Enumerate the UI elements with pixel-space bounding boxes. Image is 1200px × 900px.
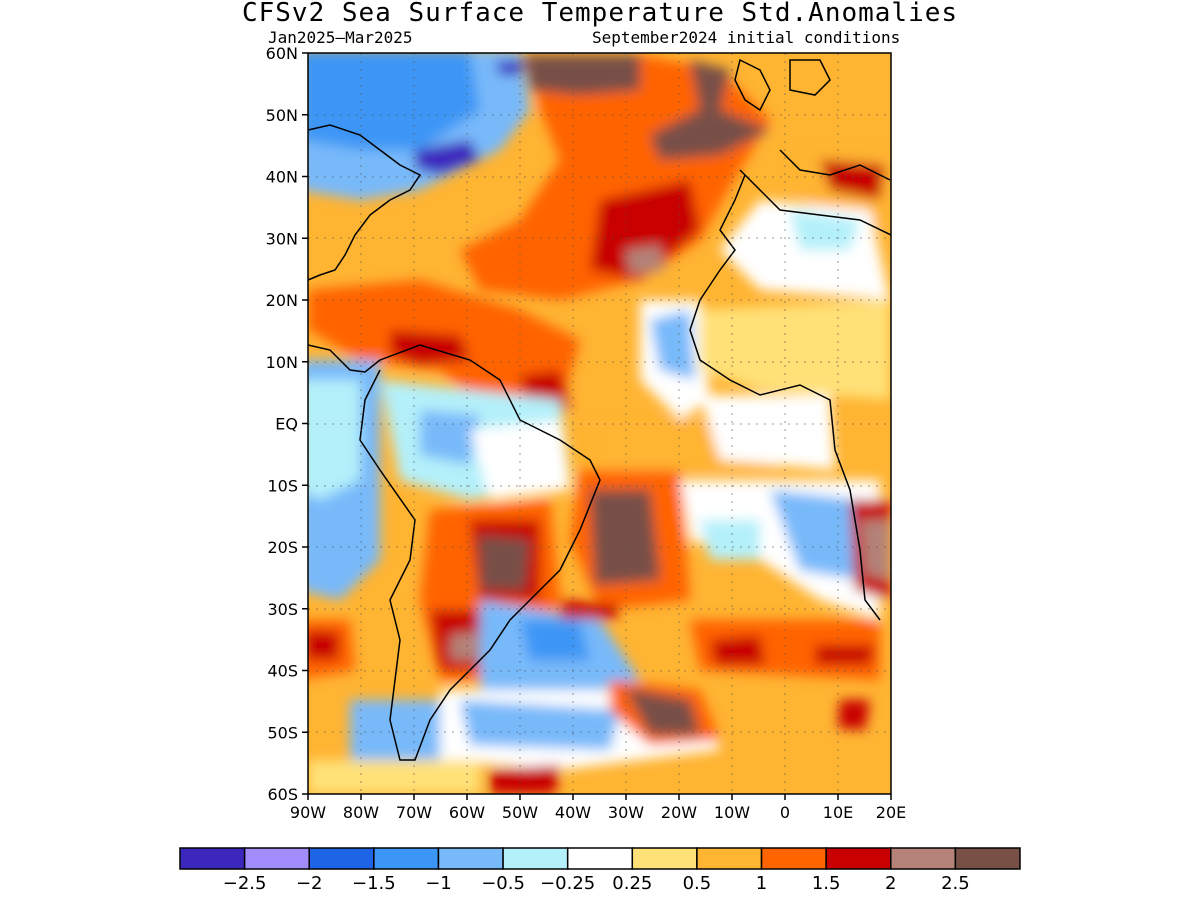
lon-tick-label: 20E xyxy=(876,803,906,822)
lat-tick-label: 10S xyxy=(267,476,298,495)
colorbar-label: −1.5 xyxy=(352,873,396,894)
lat-tick-label: EQ xyxy=(275,415,298,434)
lat-tick-label: 40N xyxy=(266,168,298,187)
lon-tick-label: 40W xyxy=(555,803,591,822)
colorbar-label: 0.25 xyxy=(612,873,652,894)
lon-tick-label: 20W xyxy=(661,803,697,822)
latitude-axis: 60N 50N 40N 30N 20N 10N EQ 10S 20S 30S 40S 50S 60S xyxy=(266,44,308,804)
longitude-axis: 90W 80W 70W 60W 50W 40W 30W 20W 10W 0 10E 20E xyxy=(290,794,906,822)
colorbar-swatch xyxy=(308,847,375,870)
lon-tick-label: 0 xyxy=(780,803,790,822)
colorbar-swatch xyxy=(696,847,763,870)
lat-tick-label: 50S xyxy=(267,723,298,742)
graticule xyxy=(308,53,891,794)
sst-anomaly-field xyxy=(308,53,891,794)
lon-tick-label: 60W xyxy=(449,803,485,822)
colorbar-label: −1 xyxy=(425,873,452,894)
lat-tick-label: 20N xyxy=(266,291,298,310)
lat-tick-label: 40S xyxy=(267,662,298,681)
colorbar-swatch xyxy=(825,847,892,870)
lat-tick-label: 60S xyxy=(267,785,298,804)
colorbar-swatch xyxy=(566,847,634,870)
map-title: CFSv2 Sea Surface Temperature Std.Anomal… xyxy=(241,0,959,28)
lon-tick-label: 80W xyxy=(343,803,379,822)
colorbar-label: 2 xyxy=(885,873,896,894)
colorbar-swatch xyxy=(243,847,310,870)
colorbar-swatch xyxy=(179,847,246,870)
colorbar-swatch xyxy=(502,847,569,870)
lat-tick-label: 30N xyxy=(266,229,298,248)
colorbar-label: −2 xyxy=(296,873,323,894)
colorbar-swatch xyxy=(954,847,1021,870)
colorbar: −2.5 −2 −1.5 −1 −0.5 −0.25 0.25 0.5 1 1.5 2 2.5 xyxy=(179,847,1021,894)
lat-tick-label: 50N xyxy=(266,106,298,125)
colorbar-label: 0.5 xyxy=(683,873,712,894)
colorbar-swatch xyxy=(373,847,440,870)
initial-conditions: September2024 initial conditions xyxy=(592,28,901,47)
colorbar-swatch xyxy=(437,847,504,870)
colorbar-swatch xyxy=(890,847,957,870)
lon-tick-label: 30W xyxy=(608,803,644,822)
colorbar-label: 2.5 xyxy=(941,873,970,894)
lat-tick-label: 20S xyxy=(267,538,298,557)
colorbar-label: −2.5 xyxy=(223,873,267,894)
colorbar-swatch xyxy=(760,847,827,870)
forecast-period: Jan2025–Mar2025 xyxy=(268,28,413,47)
colorbar-label: 1.5 xyxy=(812,873,841,894)
colorbar-label: −0.25 xyxy=(540,873,595,894)
lon-tick-label: 50W xyxy=(502,803,538,822)
colorbar-label: −0.5 xyxy=(481,873,525,894)
lon-tick-label: 10W xyxy=(714,803,750,822)
coastlines xyxy=(308,58,891,761)
colorbar-swatch xyxy=(631,847,698,870)
lon-tick-label: 70W xyxy=(396,803,432,822)
lat-tick-label: 10N xyxy=(266,353,298,372)
colorbar-label: 1 xyxy=(756,873,767,894)
lon-tick-label: 90W xyxy=(290,803,326,822)
lat-tick-label: 30S xyxy=(267,600,298,619)
lat-tick-label: 60N xyxy=(266,44,298,63)
lon-tick-label: 10E xyxy=(823,803,853,822)
